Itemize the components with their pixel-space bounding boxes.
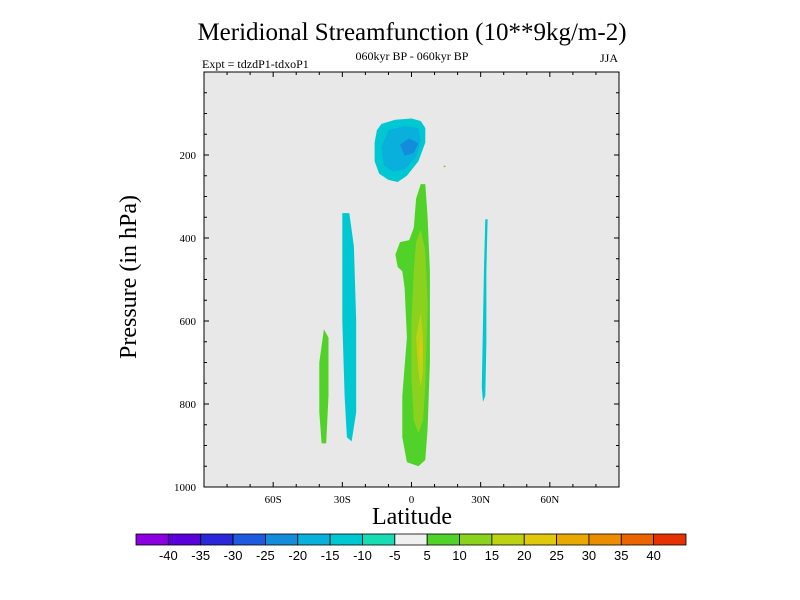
colorbar-swatch — [297, 533, 331, 546]
y-tick-label: 400 — [180, 233, 197, 245]
colorbar-label: -35 — [191, 548, 210, 563]
colorbar-swatch — [232, 533, 266, 546]
colorbar-label: -25 — [256, 548, 275, 563]
colorbar-swatch — [491, 533, 525, 546]
colorbar-label: 40 — [646, 548, 660, 563]
colorbar-label: 10 — [452, 548, 466, 563]
colorbar-label: 15 — [485, 548, 499, 563]
colorbar-swatch — [329, 533, 363, 546]
colorbar-swatch — [167, 533, 202, 546]
x-axis-label: Latitude — [372, 504, 452, 530]
colorbar-label: -5 — [389, 548, 401, 563]
experiment-label: Expt = tdzdP1-tdxoP1 — [202, 57, 309, 71]
upper-negative-cell — [381, 126, 421, 172]
y-tick-label: 800 — [180, 399, 197, 411]
y-axis: 200 400 600 800 1000 — [174, 92, 619, 494]
negative-strip-30s — [342, 213, 357, 442]
x-tick-label: 30N — [471, 494, 490, 506]
x-tick-label: 30S — [334, 494, 351, 506]
colorbar-label: 20 — [517, 548, 531, 563]
y-axis-label: Pressure (in hPa) — [116, 195, 142, 359]
colorbar-swatch — [362, 533, 396, 546]
upper-negative-cell-core — [400, 138, 419, 156]
y-tick-label: 600 — [180, 316, 197, 328]
chart-title: Meridional Streamfunction (10**9kg/m-2) — [197, 19, 626, 46]
colorbar-swatch — [556, 533, 590, 546]
negative-strip-32n — [481, 219, 488, 402]
small-positive-blob — [443, 165, 447, 168]
x-axis: 60S 30S 0 30N 60N — [203, 72, 620, 506]
contour-layer — [319, 118, 488, 467]
colorbar-swatch — [394, 533, 428, 546]
colorbar: -40 -35 -30 -25 -20 -15 -10 -5 5 10 15 20 25 30 35 40 — [135, 533, 687, 563]
colorbar-swatch — [265, 533, 299, 546]
colorbar-label: 35 — [614, 548, 628, 563]
colorbar-label: -30 — [224, 548, 243, 563]
x-tick-label: 60N — [540, 494, 559, 506]
colorbar-label: 25 — [549, 548, 563, 563]
x-tick-label: 0 — [409, 494, 415, 506]
colorbar-label: 30 — [582, 548, 596, 563]
time-range-label: 060kyr BP - 060kyr BP — [356, 49, 469, 63]
colorbar-swatch — [523, 533, 557, 546]
colorbar-swatch — [200, 533, 234, 546]
y-tick-label: 200 — [180, 150, 197, 162]
colorbar-swatch — [588, 533, 622, 546]
colorbar-swatch — [426, 533, 460, 546]
colorbar-swatch — [459, 533, 493, 546]
season-label: JJA — [600, 51, 618, 65]
colorbar-label: 5 — [424, 548, 431, 563]
x-tick-label: 60S — [265, 494, 282, 506]
colorbar-swatch — [620, 533, 655, 546]
colorbar-label: -20 — [288, 548, 307, 563]
colorbar-label: -15 — [321, 548, 340, 563]
positive-strip-40s — [319, 329, 329, 444]
colorbar-swatch — [653, 533, 687, 546]
lower-positive-cell-core — [419, 337, 423, 367]
colorbar-swatch — [135, 533, 169, 546]
colorbar-label: -40 — [159, 548, 178, 563]
colorbar-label: -10 — [353, 548, 372, 563]
y-tick-label: 1000 — [174, 482, 197, 494]
